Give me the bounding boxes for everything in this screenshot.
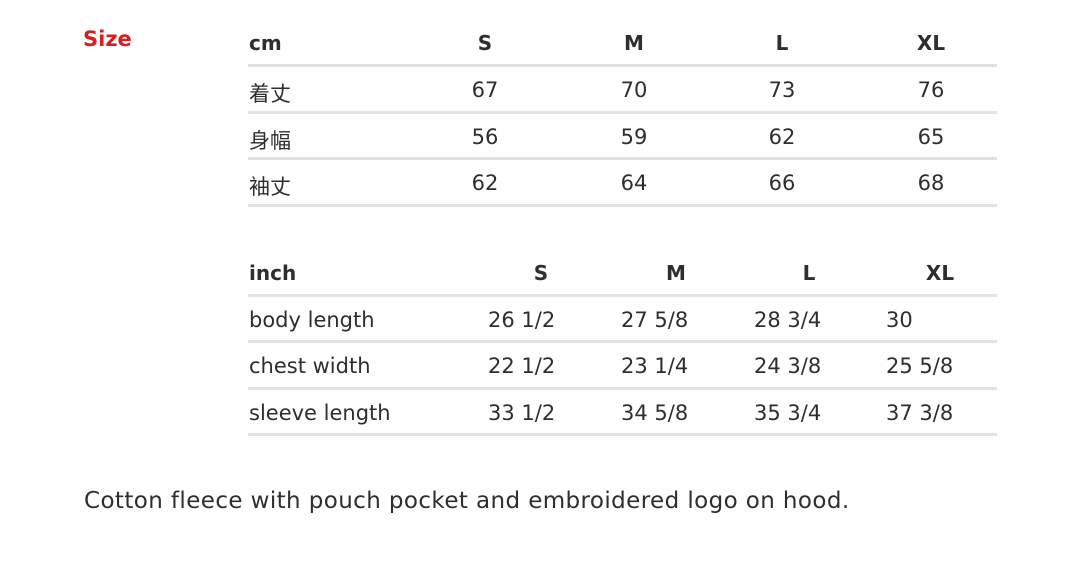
size-header: XL: [925, 261, 955, 285]
measurement-value: 76: [917, 78, 945, 102]
measurement-value: 68: [917, 171, 945, 195]
table-row: 着丈 67 70 73 76: [248, 67, 997, 114]
table-row: body length 26 1/2 27 5/8 28 3/4 30: [248, 297, 997, 343]
measurement-value: 24 3/8: [754, 354, 822, 378]
table-row: chest width 22 1/2 23 1/4 24 3/8 25 5/8: [248, 343, 997, 390]
size-header: S: [533, 261, 549, 285]
table-header-row: inch S M L XL: [248, 250, 997, 297]
size-header: XL: [916, 31, 946, 55]
unit-header: inch: [249, 261, 297, 285]
size-header: M: [624, 31, 644, 55]
measurement-label: 袖丈: [249, 175, 291, 199]
size-heading: Size: [83, 27, 132, 51]
cm-size-table: cm S M L XL 着丈 67 70 73 76 身幅 56 59 62 65 袖丈 62 64 66 68: [248, 20, 997, 207]
measurement-value: 62: [768, 124, 796, 149]
measurement-label: 着丈: [249, 82, 291, 106]
measurement-label: chest width: [249, 354, 371, 378]
measurement-value: 62: [471, 171, 499, 195]
measurement-value: 65: [917, 124, 945, 149]
measurement-value: 73: [768, 78, 796, 102]
size-header: L: [802, 261, 816, 285]
measurement-value: 59: [620, 124, 648, 149]
inch-size-table: inch S M L XL body length 26 1/2 27 5/8 28 3/4 30…: [248, 250, 997, 436]
measurement-value: 33 1/2: [488, 400, 556, 425]
measurement-value: 67: [471, 78, 499, 102]
measurement-value: 27 5/8: [621, 307, 689, 332]
measurement-value: 25 5/8: [886, 354, 954, 378]
measurement-value: 35 3/4: [754, 400, 822, 425]
table-row: 身幅 56 59 62 65: [248, 114, 997, 160]
size-header: S: [477, 31, 493, 55]
size-header: L: [775, 31, 789, 55]
table-header-row: cm S M L XL: [248, 20, 997, 67]
unit-header: cm: [249, 31, 282, 55]
table-row: 袖丈 62 64 66 68: [248, 160, 997, 207]
measurement-value: 66: [768, 171, 796, 195]
measurement-label: 身幅: [249, 128, 291, 153]
measurement-value: 28 3/4: [754, 307, 822, 332]
measurement-value: 26 1/2: [488, 307, 556, 332]
measurement-value: 37 3/8: [886, 400, 954, 425]
measurement-value: 56: [471, 124, 499, 149]
product-description: Cotton fleece with pouch pocket and embr…: [84, 488, 850, 514]
table-row: sleeve length 33 1/2 34 5/8 35 3/4 37 3/8: [248, 390, 997, 436]
measurement-value: 64: [620, 171, 648, 195]
measurement-value: 34 5/8: [621, 400, 689, 425]
measurement-value: 70: [620, 78, 648, 102]
measurement-value: 23 1/4: [621, 354, 689, 378]
measurement-value: 22 1/2: [488, 354, 556, 378]
size-header: M: [666, 261, 686, 285]
measurement-label: sleeve length: [249, 400, 391, 425]
measurement-label: body length: [249, 307, 375, 332]
measurement-value: 30: [886, 307, 913, 332]
